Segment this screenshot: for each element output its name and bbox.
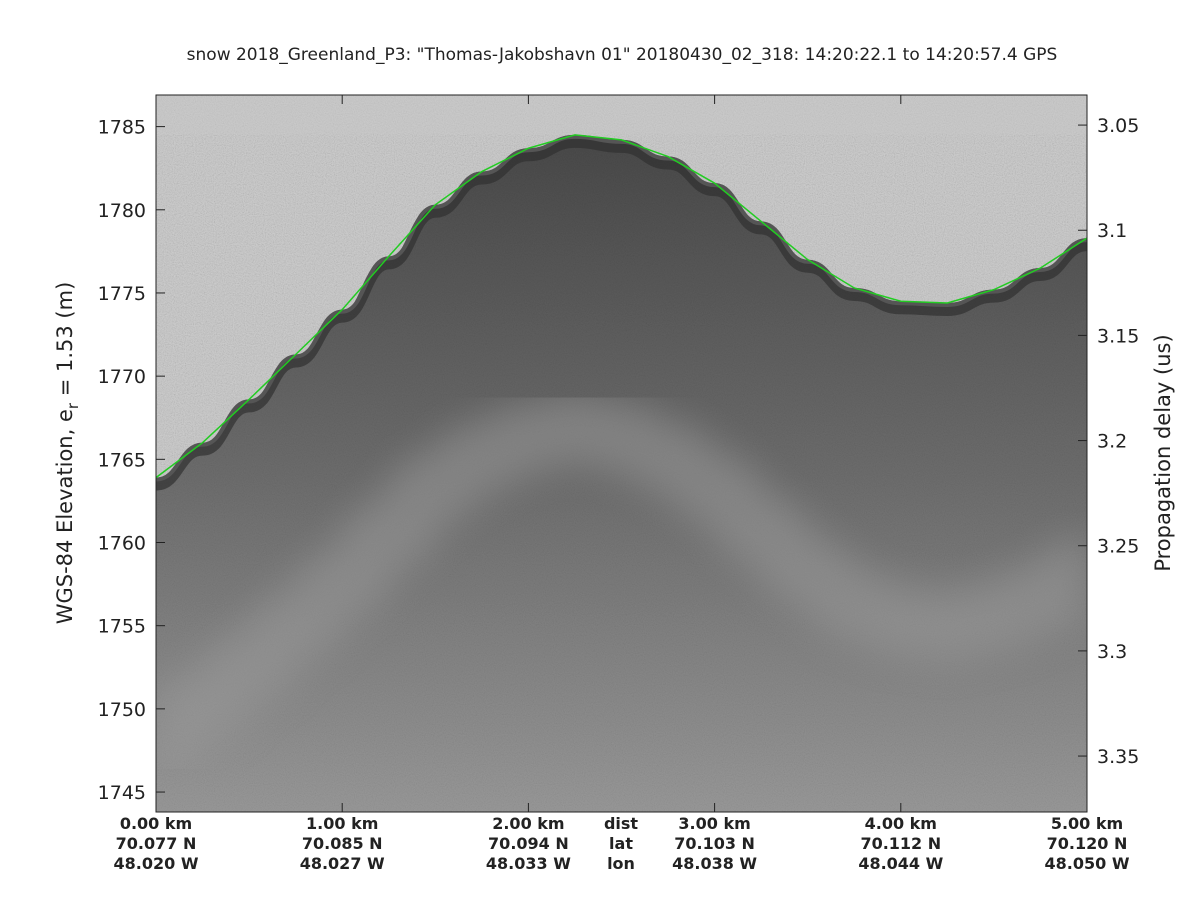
lon-label: 48.038 W bbox=[672, 854, 757, 873]
y2-tick-label: 3.2 bbox=[1097, 431, 1127, 453]
y2-tick-label: 3.15 bbox=[1097, 325, 1139, 347]
y-tick-label: 1780 bbox=[98, 200, 146, 222]
y-tick-label: 1785 bbox=[98, 117, 146, 139]
y-tick-label: 1775 bbox=[98, 283, 146, 305]
x-tick-label: 4.00 km bbox=[865, 814, 937, 833]
y-tick-label: 1760 bbox=[98, 533, 146, 555]
lon-label: 48.050 W bbox=[1045, 854, 1130, 873]
lat-label: 70.103 N bbox=[674, 834, 755, 853]
y2-tick-label: 3.1 bbox=[1097, 220, 1127, 242]
near-surface bbox=[156, 137, 1087, 491]
y-tick-label: 1750 bbox=[98, 699, 146, 721]
radargram bbox=[156, 95, 1087, 812]
lon-label: 48.027 W bbox=[300, 854, 385, 873]
x-tick-label: 3.00 km bbox=[678, 814, 750, 833]
y2-tick-label: 3.25 bbox=[1097, 536, 1139, 558]
y-label-part: WGS-84 Elevation, e bbox=[53, 409, 77, 624]
lat-label: 70.120 N bbox=[1047, 834, 1128, 853]
y-axis-label: WGS-84 Elevation, er = 1.53 (m) bbox=[53, 282, 82, 625]
x-tick-label: 0.00 km bbox=[120, 814, 192, 833]
x-tick-label: 2.00 km bbox=[492, 814, 564, 833]
chart-title: snow 2018_Greenland_P3: "Thomas-Jakobsha… bbox=[187, 45, 1058, 65]
row-label: dist bbox=[604, 814, 638, 833]
x-tick-label: 5.00 km bbox=[1051, 814, 1123, 833]
plot-frame bbox=[155, 94, 1088, 813]
row-label: lon bbox=[607, 854, 635, 873]
y-tick-label: 1770 bbox=[98, 366, 146, 388]
lat-label: 70.085 N bbox=[302, 834, 383, 853]
lat-label: 70.112 N bbox=[860, 834, 941, 853]
y-label-part: = 1.53 (m) bbox=[53, 282, 77, 403]
y2-tick-label: 3.05 bbox=[1097, 115, 1139, 137]
surface-trace bbox=[156, 134, 1087, 479]
row-label: lat bbox=[609, 834, 633, 853]
y2-tick-label: 3.3 bbox=[1097, 641, 1127, 663]
y-tick-label: 1745 bbox=[98, 782, 146, 804]
lon-label: 48.044 W bbox=[858, 854, 943, 873]
y-tick-label: 1765 bbox=[98, 449, 146, 471]
lon-label: 48.033 W bbox=[486, 854, 571, 873]
x-tick-label: 1.00 km bbox=[306, 814, 378, 833]
surface-band bbox=[156, 134, 1087, 482]
y2-axis-label: Propagation delay (us) bbox=[1151, 334, 1175, 571]
lat-label: 70.094 N bbox=[488, 834, 569, 853]
lon-label: 48.020 W bbox=[114, 854, 199, 873]
lat-label: 70.077 N bbox=[116, 834, 197, 853]
internal-layer bbox=[156, 393, 1087, 773]
y2-tick-label: 3.35 bbox=[1097, 746, 1139, 768]
y-label-sub: r bbox=[64, 402, 82, 409]
y-tick-label: 1755 bbox=[98, 616, 146, 638]
